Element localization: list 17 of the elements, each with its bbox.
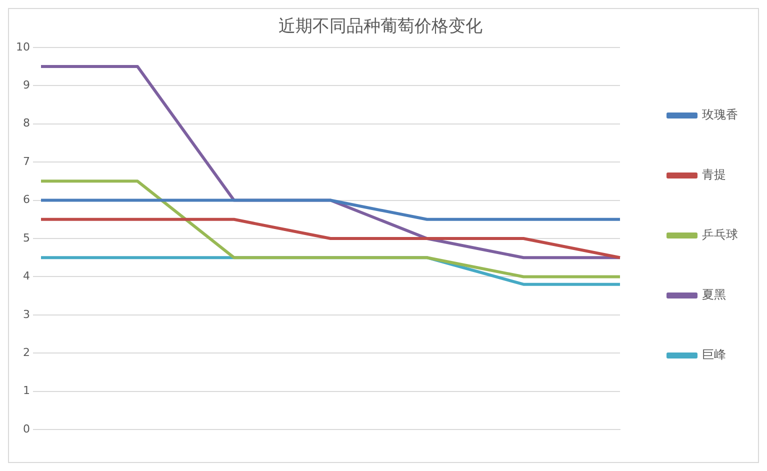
legend-label: 青提: [702, 168, 726, 182]
legend-label: 巨峰: [702, 348, 726, 362]
y-tick-label: 8: [22, 116, 30, 130]
y-tick-label: 9: [22, 78, 30, 92]
y-tick-label: 10: [16, 40, 30, 54]
y-tick-label: 2: [22, 346, 30, 360]
legend-label: 夏黑: [702, 288, 726, 302]
y-tick-label: 6: [22, 193, 30, 206]
y-tick-label: 5: [22, 231, 30, 244]
legend-label: 玫瑰香: [702, 108, 738, 122]
y-tick-label: 0: [22, 422, 30, 436]
legend-label: 乒乓球: [702, 228, 738, 242]
y-tick-label: 3: [22, 308, 30, 321]
y-tick-label: 1: [22, 384, 30, 398]
y-tick-label: 4: [22, 270, 30, 283]
chart-title: 近期不同品种葡萄价格变化: [278, 16, 482, 37]
y-tick-label: 7: [22, 154, 30, 168]
